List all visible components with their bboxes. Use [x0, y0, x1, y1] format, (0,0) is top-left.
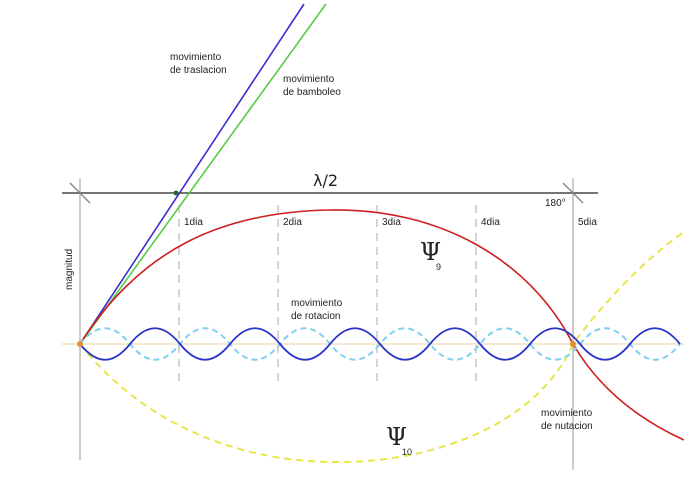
rotation-solid-wave: [79, 327, 681, 361]
day-5-label: 5dia: [578, 217, 597, 228]
nutation-label-line2: de nutacion: [541, 421, 593, 432]
psi10-subscript: 10: [402, 447, 412, 457]
rotation-label-line1: movimiento: [291, 298, 343, 309]
translation-line: [79, 3, 305, 345]
nutation-label-line1: movimiento: [541, 408, 593, 419]
wobble-label-line1: movimiento: [283, 74, 335, 85]
dimension-tick-left: [69, 182, 91, 204]
day-1-label: 1dia: [184, 217, 203, 228]
translation-label-line2: de traslacion: [170, 65, 227, 76]
magnitude-label: magnitud: [64, 249, 75, 290]
wobble-line: [79, 3, 327, 345]
half-wavelength-label: λ/2: [313, 171, 338, 190]
dimension-tick-right: [562, 182, 584, 204]
day-2-label: 2dia: [283, 217, 302, 228]
psi9-subscript: 9: [436, 262, 441, 272]
origin-point: [77, 341, 83, 347]
crossing-point: [173, 190, 179, 196]
translation-label-line1: movimiento: [170, 52, 222, 63]
psi9-symbol: Ψ: [420, 238, 441, 266]
day-3-label: 3dia: [382, 217, 401, 228]
day-4-label: 4dia: [481, 217, 500, 228]
nutation-point: [570, 341, 576, 347]
psi9-curve: [79, 209, 684, 441]
psi10-symbol: Ψ: [386, 423, 407, 451]
degrees-180-label: 180°: [545, 198, 566, 209]
psi10-curve: [79, 231, 684, 464]
rotation-label-line2: de rotacion: [291, 311, 340, 322]
wobble-label-line2: de bamboleo: [283, 87, 341, 98]
